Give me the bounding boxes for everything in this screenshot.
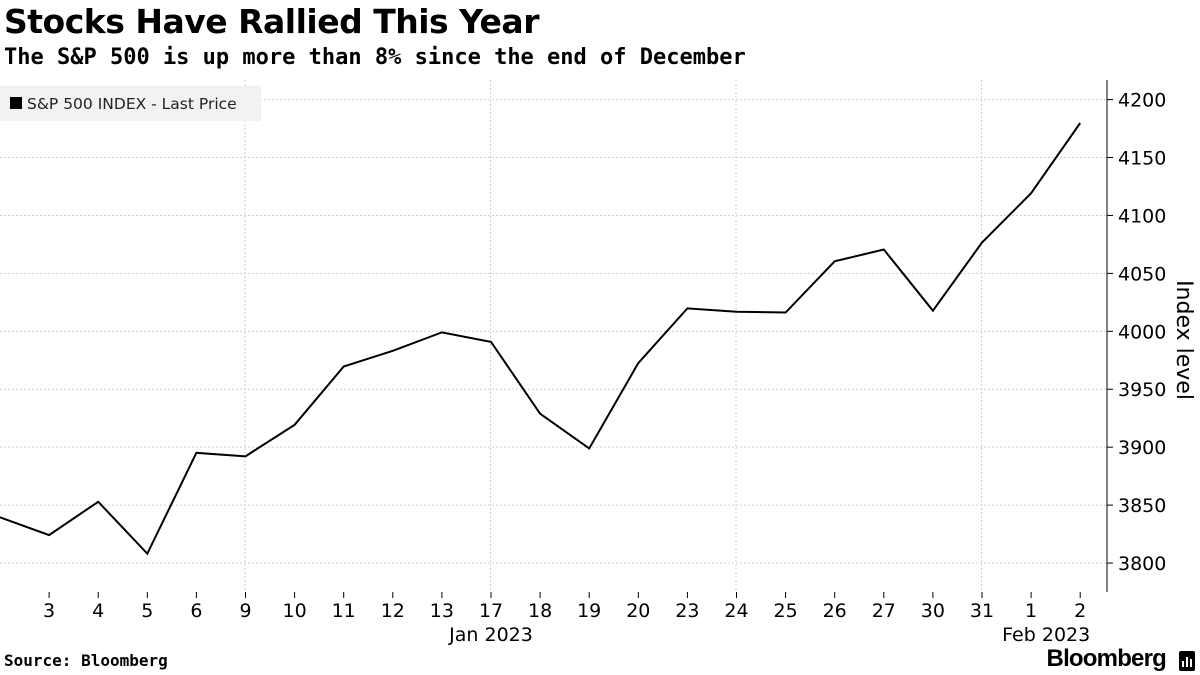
data-point <box>686 307 688 309</box>
gridlines <box>0 80 1107 592</box>
x-tick-label: 23 <box>675 600 699 622</box>
data-point <box>195 452 197 454</box>
y-axis-label: Index level <box>1171 280 1196 400</box>
source-note: Source: Bloomberg <box>4 651 168 670</box>
x-tick-label: 25 <box>774 600 798 622</box>
legend-swatch <box>10 97 22 109</box>
y-tick-label: 3950 <box>1118 379 1166 401</box>
data-point <box>736 311 738 313</box>
x-month-label: Jan 2023 <box>448 624 533 646</box>
data-point <box>1030 192 1032 194</box>
data-point <box>97 501 99 503</box>
x-tick-label: 30 <box>921 600 945 622</box>
y-tick-label: 4200 <box>1118 90 1166 112</box>
data-point <box>245 455 247 457</box>
x-tick-label: 12 <box>381 600 405 622</box>
bloomberg-terminal-icon <box>1179 651 1195 671</box>
x-tick-label: 3 <box>43 600 55 622</box>
data-point <box>834 260 836 262</box>
x-tick-label: 31 <box>970 600 994 622</box>
chart-title: Stocks Have Rallied This Year <box>4 2 539 41</box>
data-point <box>1079 122 1081 124</box>
y-tick-label: 4000 <box>1118 321 1166 343</box>
x-tick-label: 4 <box>92 600 104 622</box>
data-point <box>490 341 492 343</box>
x-tick-label: 17 <box>479 600 503 622</box>
data-point <box>539 413 541 415</box>
x-tick-label: 18 <box>528 600 552 622</box>
brand-logo-text: Bloomberg <box>1046 645 1167 672</box>
x-month-label: Feb 2023 <box>1002 624 1090 646</box>
x-tick-label: 27 <box>872 600 896 622</box>
data-point <box>981 242 983 244</box>
legend: S&P 500 INDEX - Last Price <box>0 86 261 121</box>
y-tick-label: 4150 <box>1118 148 1166 170</box>
x-tick-label: 26 <box>823 600 847 622</box>
legend-background <box>0 86 261 121</box>
x-tick-label: 5 <box>141 600 153 622</box>
data-point <box>146 553 148 555</box>
x-tick-label: 24 <box>724 600 748 622</box>
data-point <box>637 362 639 364</box>
y-tick-label: 3900 <box>1118 437 1166 459</box>
data-point <box>343 366 345 368</box>
x-tick-label: 9 <box>239 600 251 622</box>
data-point <box>392 350 394 352</box>
data-point <box>883 249 885 251</box>
y-tick-label: 3850 <box>1118 495 1166 517</box>
x-tick-label: 20 <box>626 600 650 622</box>
data-point <box>48 534 50 536</box>
y-tick-label: 4100 <box>1118 205 1166 227</box>
x-tick-label: 13 <box>430 600 454 622</box>
x-tick-label: 1 <box>1025 600 1037 622</box>
legend-label: S&P 500 INDEX - Last Price <box>27 95 237 113</box>
data-point <box>588 447 590 449</box>
series <box>0 122 1082 556</box>
chart-subtitle: The S&P 500 is up more than 8% since the… <box>4 45 746 70</box>
data-point <box>441 331 443 333</box>
x-tick-label: 19 <box>577 600 601 622</box>
axes: 3800 3850 3900 3950 4000 4050 4100 4150 4200 3 4 5 6… <box>43 80 1166 646</box>
x-tick-label: 6 <box>190 600 202 622</box>
data-point <box>932 310 934 312</box>
data-point <box>785 312 787 314</box>
x-tick-label: 2 <box>1074 600 1086 622</box>
y-tick-label: 3800 <box>1118 553 1166 575</box>
y-tick-label: 4050 <box>1118 263 1166 285</box>
x-tick-label: 10 <box>283 600 307 622</box>
x-tick-label: 11 <box>332 600 356 622</box>
data-point <box>294 424 296 426</box>
series-line-sp500 <box>0 122 1082 556</box>
